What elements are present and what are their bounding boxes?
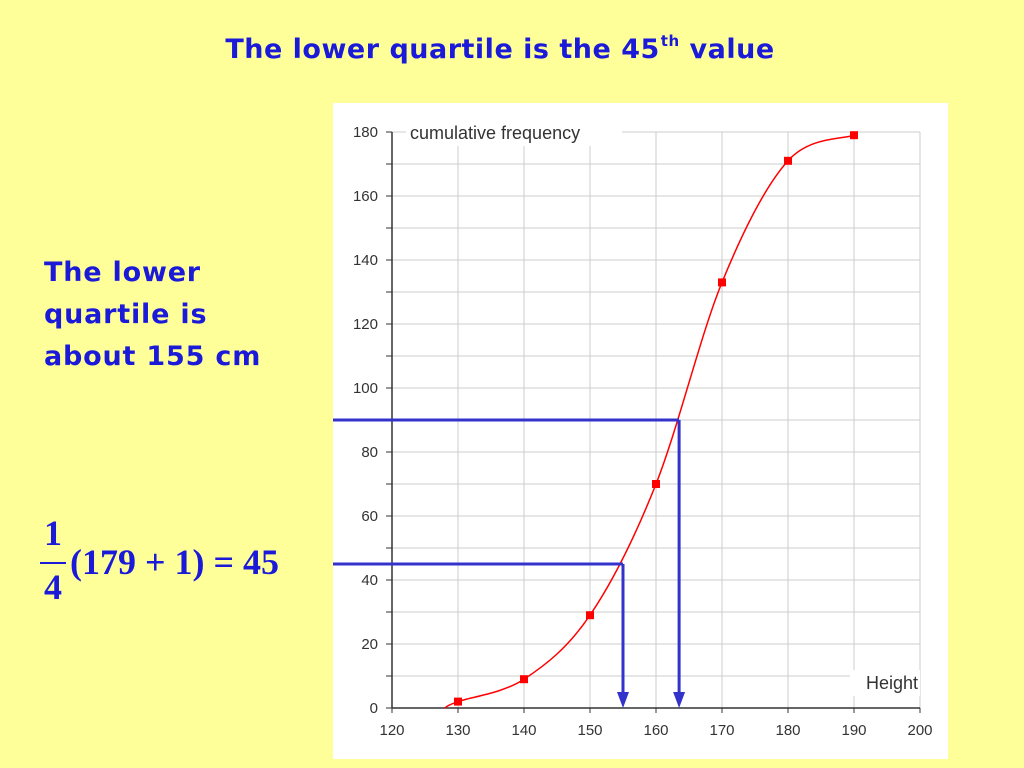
y-axis-title-bg [406,122,622,146]
y-tick-label: 20 [361,636,378,653]
y-tick-label: 80 [361,444,378,461]
fraction-numerator: 1 [44,513,62,553]
data-point [784,156,792,165]
cumulative-frequency-curve [444,134,855,709]
slide-title: The lower quartile is the 45th value [0,32,1000,65]
title-end: value [679,34,775,65]
x-tick-label: 190 [841,722,866,739]
formula-expression: (179 + 1) = 45 [70,542,280,582]
y-tick-label: 40 [361,572,378,589]
x-tick-label: 170 [709,722,734,739]
x-tick-label: 140 [511,722,536,739]
data-point [850,131,858,140]
data-point [586,611,594,620]
y-tick-label: 100 [353,380,378,397]
x-tick-label: 180 [775,722,800,739]
title-superscript: th [660,32,680,50]
guide-arrowhead [673,692,686,708]
chart-panel: 0 20 40 60 80 100 120 140 160 180 120 130 140 150 160 1… [333,103,948,759]
cumulative-frequency-chart: 0 20 40 60 80 100 120 140 160 180 120 130 140 150 160 1… [333,122,933,739]
data-point [718,278,726,287]
y-tick-label: 140 [353,252,378,269]
x-tick-label: 120 [379,722,404,739]
fraction-bar [40,562,66,564]
explanation-line-2: quartile is [44,299,208,330]
y-tick-label: 60 [361,508,378,525]
data-point [652,480,660,488]
y-tick-label: 160 [353,188,378,205]
explanation-line-1: The lower [44,257,201,288]
x-tick-label: 160 [643,722,668,739]
y-tick-label: 120 [353,316,378,333]
explanation-text: The lower quartile is about 155 cm [44,252,304,378]
x-tick-label: 150 [577,722,602,739]
fraction-denominator: 4 [44,567,62,607]
guide-arrowhead [617,692,629,708]
x-axis-title-bg [850,670,920,696]
x-tick-label: 130 [445,722,470,739]
y-tick-label: 0 [370,700,378,717]
data-point [520,675,528,684]
explanation-line-3: about 155 cm [44,341,262,372]
title-main: The lower quartile is the 45 [225,34,660,65]
x-axis-title: Height [866,673,918,693]
data-point [454,697,462,706]
y-tick-label: 180 [353,124,378,141]
y-axis-title: cumulative frequency [410,123,580,143]
x-tick-label: 200 [907,722,932,739]
